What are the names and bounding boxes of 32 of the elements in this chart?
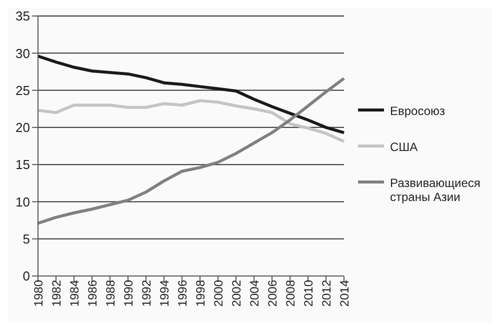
x-tick-label: 2014 [338, 280, 352, 307]
legend-label: Развивающиеся страны Азии [390, 176, 482, 204]
line-series [36, 54, 346, 134]
line-series [36, 76, 346, 225]
legend-label: Евросоюз [390, 104, 446, 118]
x-tick-label: 2002 [230, 280, 244, 307]
x-tick-label: 2010 [302, 280, 316, 307]
x-tick-label: 2006 [266, 280, 280, 307]
legend-label: США [390, 140, 419, 154]
x-tick-label: 1982 [50, 280, 64, 307]
x-tick-label: 2004 [248, 280, 262, 307]
x-tick-label: 1994 [158, 280, 172, 307]
x-tick-label: 1986 [86, 280, 100, 307]
y-tick-label: 10 [16, 194, 30, 210]
y-tick-label: 35 [16, 8, 30, 24]
y-tick-label: 30 [16, 46, 30, 61]
x-tick-label: 2008 [284, 280, 298, 307]
x-tick-label: 1990 [122, 280, 136, 307]
line-series [36, 99, 346, 144]
y-tick-label: 15 [16, 157, 30, 172]
x-tick-label: 1992 [140, 280, 154, 307]
y-tick-label: 5 [22, 231, 30, 246]
x-tick-label: 1996 [176, 280, 190, 307]
y-tick-label: 0 [22, 268, 30, 284]
y-tick-label: 25 [16, 82, 30, 98]
y-tick-label: 20 [16, 120, 30, 136]
x-tick-label: 1984 [68, 280, 82, 307]
x-tick-label: 2000 [212, 280, 226, 307]
x-tick-label: 1998 [194, 280, 208, 307]
x-tick-label: 1988 [104, 280, 118, 307]
x-tick-label: 2012 [320, 280, 334, 307]
x-tick-label: 1980 [32, 280, 46, 307]
